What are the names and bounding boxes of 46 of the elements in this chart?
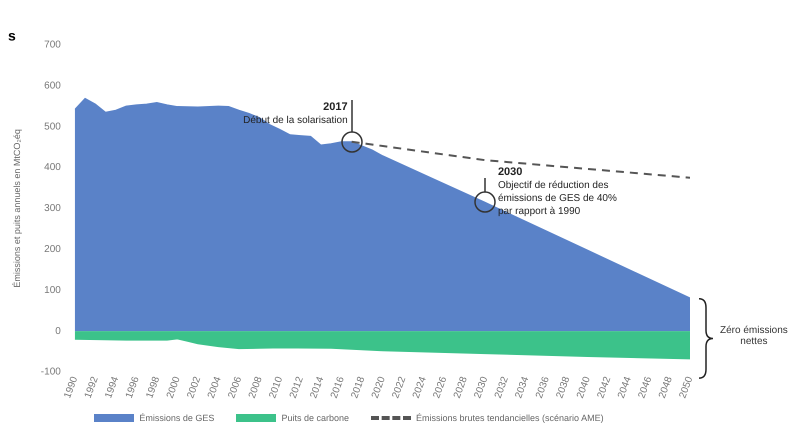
y-tick-label: -100 [40,366,62,378]
x-tick-label: 2026 [431,374,450,400]
annotation: Zéro émissions nettes [720,324,788,347]
x-tick-label: 2016 [328,374,347,400]
chart-title: s [8,27,16,44]
x-tick-label: 2022 [390,374,408,400]
x-tick-label: 2040 [574,374,594,400]
legend-label: Émissions de GES [139,413,214,423]
y-axis-title: Émissions et puits annuels en MtCO₂éq [12,129,22,288]
x-tick-label: 2042 [595,374,614,400]
legend-label: Puits de carbone [281,413,349,423]
x-tick-label: 2012 [288,374,306,400]
y-tick-label: 0 [55,326,62,337]
y-tick-label: 500 [44,121,62,132]
x-tick-label: 2024 [410,374,429,400]
x-tick-label: 1994 [103,374,122,400]
x-tick-label: 2044 [616,374,634,400]
x-tick-label: 2038 [554,374,573,400]
x-tick-label: 1998 [144,374,162,400]
x-tick-label: 2030 [472,374,490,400]
x-tick-label: 2004 [206,374,224,400]
x-tick-label: 1996 [124,374,142,400]
x-tick-label: 2028 [452,374,470,400]
x-tick-label: 2006 [226,374,244,400]
x-tick-label: 2034 [513,374,532,400]
x-tick-label: 2046 [636,374,655,400]
x-tick-label: 1992 [82,374,101,400]
x-tick-label: 2036 [534,374,552,400]
x-tick-label: 2002 [185,374,204,400]
legend-label: Émissions brutes tendancielles (scénario AME) [416,413,604,423]
x-tick-label: 2008 [246,374,265,400]
y-tick-label: 300 [44,203,62,214]
x-tick-label: 2000 [164,374,183,400]
x-tick-label: 2032 [492,374,511,400]
x-tick-label: 2010 [267,374,286,400]
y-tick-label: 200 [44,244,62,256]
y-tick-label: 100 [44,284,62,296]
x-tick-label: 2050 [677,374,696,400]
x-tick-label: 2018 [349,374,368,400]
y-tick-label: 600 [44,80,62,92]
y-tick-label: 400 [44,162,62,174]
x-tick-label: 1990 [62,374,80,400]
x-tick-label: 2048 [656,374,676,400]
x-tick-label: 2014 [308,374,326,400]
y-tick-label: 700 [44,40,62,51]
x-tick-label: 2020 [370,374,388,400]
